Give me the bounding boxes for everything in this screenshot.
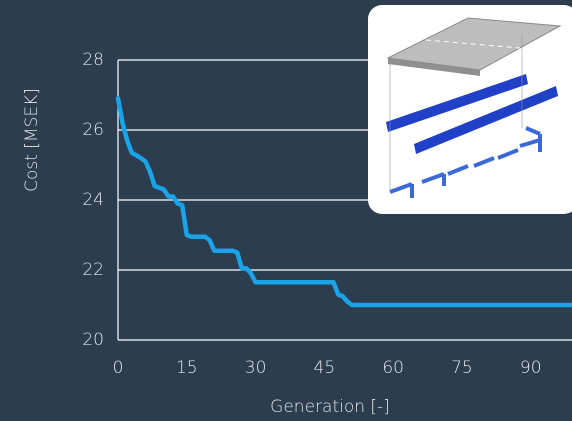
chart: Cost [MSEK] Generation [-] 20 22 24 26 28 0 15… xyxy=(0,0,572,421)
inset-image xyxy=(368,5,572,214)
x-tick-label: 60 xyxy=(382,358,404,378)
y-axis-label: Cost [MSEK] xyxy=(22,88,42,192)
y-tick-label: 24 xyxy=(82,190,104,210)
y-tick-label: 22 xyxy=(82,260,104,280)
page: {"chart_data": {"type": "line", "xlabel"… xyxy=(0,0,572,421)
y-tick-label: 28 xyxy=(82,50,104,70)
x-tick-label: 15 xyxy=(176,358,198,378)
x-tick-label: 90 xyxy=(520,358,542,378)
y-tick-label: 20 xyxy=(82,330,104,350)
x-tick-label: 0 xyxy=(113,358,124,378)
x-tick-label: 30 xyxy=(245,358,267,378)
x-tick-label: 45 xyxy=(314,358,336,378)
x-axis-label: Generation [-] xyxy=(270,397,390,417)
x-tick-label: 75 xyxy=(451,358,473,378)
y-tick-label: 26 xyxy=(82,120,104,140)
